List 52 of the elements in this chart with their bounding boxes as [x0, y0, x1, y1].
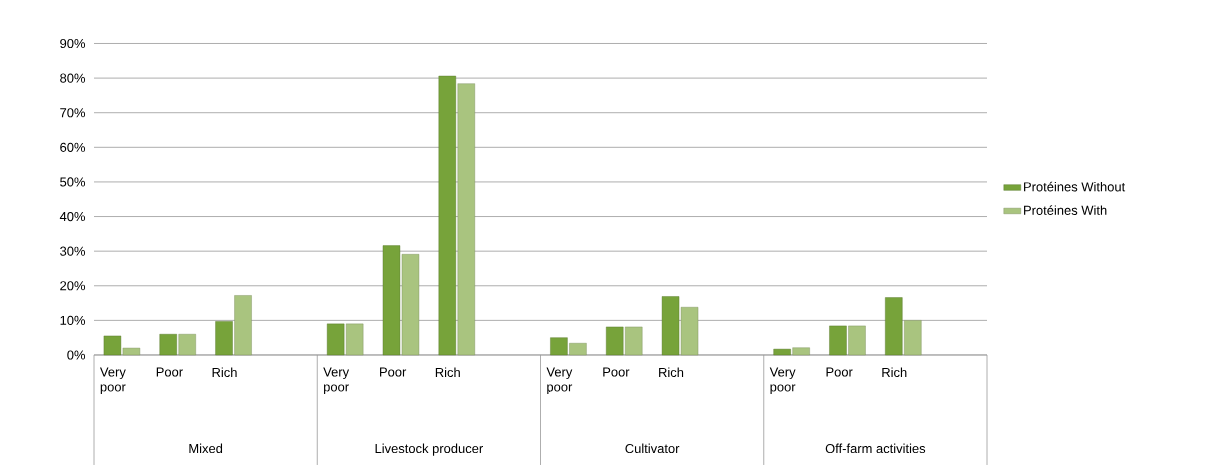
x-tick-label: Very poor [769, 367, 796, 395]
x-tick-label: Rich [435, 367, 460, 378]
y-tick-label: 40% [59, 211, 86, 222]
bar [829, 325, 847, 356]
bar [606, 326, 624, 356]
text: Off-farm activities [825, 443, 926, 454]
x-tick-label: Rich [882, 367, 907, 378]
x-tick-label: Very poor [323, 367, 350, 395]
bar [103, 335, 122, 356]
x-tick-label: Rich [659, 367, 684, 378]
x-tick-label: Poor [380, 367, 407, 377]
bar [848, 325, 866, 356]
bar [122, 347, 141, 356]
text: Mixed [189, 443, 223, 454]
bar [438, 75, 456, 356]
bar [382, 245, 401, 356]
y-tick-label: 60% [60, 142, 86, 152]
x-tick-label: Very poor [99, 367, 126, 395]
bar [625, 326, 643, 356]
y-tick-label: 0% [67, 350, 86, 360]
bar [215, 321, 233, 356]
bar [792, 347, 810, 356]
bar [159, 334, 177, 356]
text: Livestock producer [375, 443, 483, 456]
bar [680, 307, 699, 356]
bar [904, 320, 922, 356]
y-tick-label: 10% [60, 315, 86, 325]
x-tick-label: Poor [603, 367, 630, 377]
legend-label: Protéines With [1024, 205, 1107, 215]
x-tick-label: Rich [212, 367, 237, 378]
y-tick-label: 80% [60, 73, 86, 83]
bar [178, 334, 196, 356]
bar [234, 295, 252, 356]
bar [885, 297, 903, 356]
y-tick-label: 90% [60, 38, 86, 49]
bar [661, 296, 680, 356]
bar [773, 348, 791, 356]
bar [457, 83, 475, 356]
y-tick-label: 50% [60, 177, 86, 187]
bar [326, 323, 345, 356]
x-tick-label: Very poor [546, 367, 573, 395]
x-tick-label: Poor [826, 367, 853, 377]
y-tick-label: 20% [60, 281, 86, 291]
bar [345, 323, 364, 356]
y-tick-label: 30% [60, 246, 86, 256]
x-tick-label: Poor [156, 367, 183, 377]
bar [569, 343, 587, 356]
legend-label: Protéines Without [1024, 181, 1126, 192]
bar [401, 254, 420, 356]
bar [550, 337, 568, 356]
y-tick-label: 70% [60, 108, 86, 118]
text: Cultivator [625, 443, 680, 454]
